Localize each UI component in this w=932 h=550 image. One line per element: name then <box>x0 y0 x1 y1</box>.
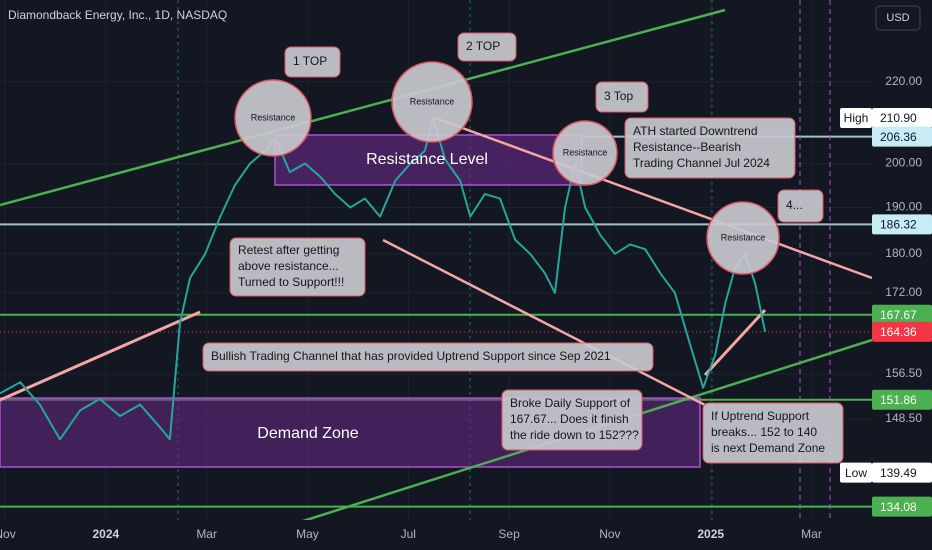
resistance-label: Resistance <box>563 147 608 157</box>
callout-text: Resistance--Bearish <box>633 140 741 154</box>
zone-label: Demand Zone <box>257 425 358 442</box>
callout-text: ATH started Downtrend <box>633 124 758 138</box>
resistance-circle <box>552 120 618 186</box>
price-tag-label: 206.36 <box>880 130 917 144</box>
price-tag <box>872 496 932 517</box>
price-line <box>0 117 767 441</box>
x-tick-label: 2024 <box>92 527 119 541</box>
callout <box>284 46 341 78</box>
chart-title: Diamondback Energy, Inc., 1D, NASDAQ <box>8 8 227 22</box>
trend-line <box>382 238 706 407</box>
trend-line <box>434 116 873 280</box>
x-tick-label: Mar <box>196 527 217 541</box>
y-tick-label: 200.00 <box>885 156 922 170</box>
x-tick-label: Nov <box>599 527 620 541</box>
callout-text: Trading Channel Jul 2024 <box>633 156 770 170</box>
price-axis <box>872 0 932 550</box>
price-tag-title-label: Low <box>845 466 867 480</box>
currency: USD <box>886 12 909 24</box>
resistance-circle <box>391 61 473 143</box>
price-tag-title <box>840 462 872 483</box>
callout <box>777 189 824 223</box>
callout <box>702 402 844 464</box>
price-tag <box>872 126 932 147</box>
price-tag-label: 151.86 <box>880 393 917 407</box>
callout-text: Broke Daily Support of <box>510 396 631 410</box>
x-tick-label: Sep <box>498 527 520 541</box>
trend-line <box>0 8 726 207</box>
price-tag-label: 210.90 <box>880 111 917 125</box>
resistance-label: Resistance <box>251 112 296 122</box>
y-tick-label: 190.00 <box>885 200 922 214</box>
price-tag-label: 186.32 <box>880 217 917 231</box>
callout-text: Turned to Support!!! <box>238 275 344 289</box>
callout-text: above resistance... <box>238 259 339 273</box>
resistance-zone <box>274 134 583 186</box>
zone-label: Resistance Level <box>366 151 488 168</box>
x-tick-label: 2025 <box>697 527 724 541</box>
price-tag <box>872 214 932 235</box>
price-tag-label: 139.49 <box>880 466 917 480</box>
callout <box>595 81 649 113</box>
resistance-circle <box>706 201 780 275</box>
x-tick-label: Jul <box>401 527 416 541</box>
callout-text: 2 TOP <box>466 39 500 53</box>
price-tag-label: 164.36 <box>880 325 917 339</box>
callout-text: the ride down to 152??? <box>510 428 639 442</box>
callout-text: is next Demand Zone <box>711 441 825 455</box>
price-tag-label: 134.08 <box>880 500 917 514</box>
y-tick-label: 172.00 <box>885 285 922 299</box>
callout <box>457 32 517 62</box>
callout <box>229 237 366 297</box>
y-tick-label: 180.00 <box>885 246 922 260</box>
x-tick-label: May <box>296 527 319 541</box>
y-tick-label: 156.50 <box>885 366 922 380</box>
trend-line <box>0 310 201 402</box>
callout-text: 3 Top <box>604 89 633 103</box>
resistance-label: Resistance <box>410 96 455 106</box>
resistance-circle <box>234 79 312 157</box>
currency-button[interactable] <box>875 5 921 31</box>
trend-line <box>703 308 767 377</box>
callout-text: Bullish Trading Channel that has provide… <box>211 349 611 363</box>
price-tag <box>872 389 932 410</box>
price-tag-title <box>840 108 872 129</box>
time-axis <box>0 520 872 550</box>
resistance-label: Resistance <box>721 232 766 242</box>
price-tag <box>872 108 932 129</box>
callout-text: Retest after getting <box>238 243 339 257</box>
callout-text: 1 TOP <box>293 54 327 68</box>
y-tick-label: 220.00 <box>885 74 922 88</box>
callout-text: If Uptrend Support <box>711 409 810 423</box>
price-tag <box>872 304 932 325</box>
callout <box>202 342 654 372</box>
callout <box>624 117 796 179</box>
price-tag-label: 167.67 <box>880 308 917 322</box>
price-tag <box>872 321 932 342</box>
price-tag <box>872 462 932 483</box>
callout <box>501 389 643 451</box>
callout-text: 4... <box>786 198 803 212</box>
x-tick-label: Nov <box>0 527 16 541</box>
callout-text: breaks... 152 to 140 <box>711 425 817 439</box>
y-tick-label: 148.50 <box>885 411 922 425</box>
x-tick-label: Mar <box>801 527 822 541</box>
callout-text: 167.67... Does it finish <box>510 412 629 426</box>
price-tag-title-label: High <box>844 111 869 125</box>
